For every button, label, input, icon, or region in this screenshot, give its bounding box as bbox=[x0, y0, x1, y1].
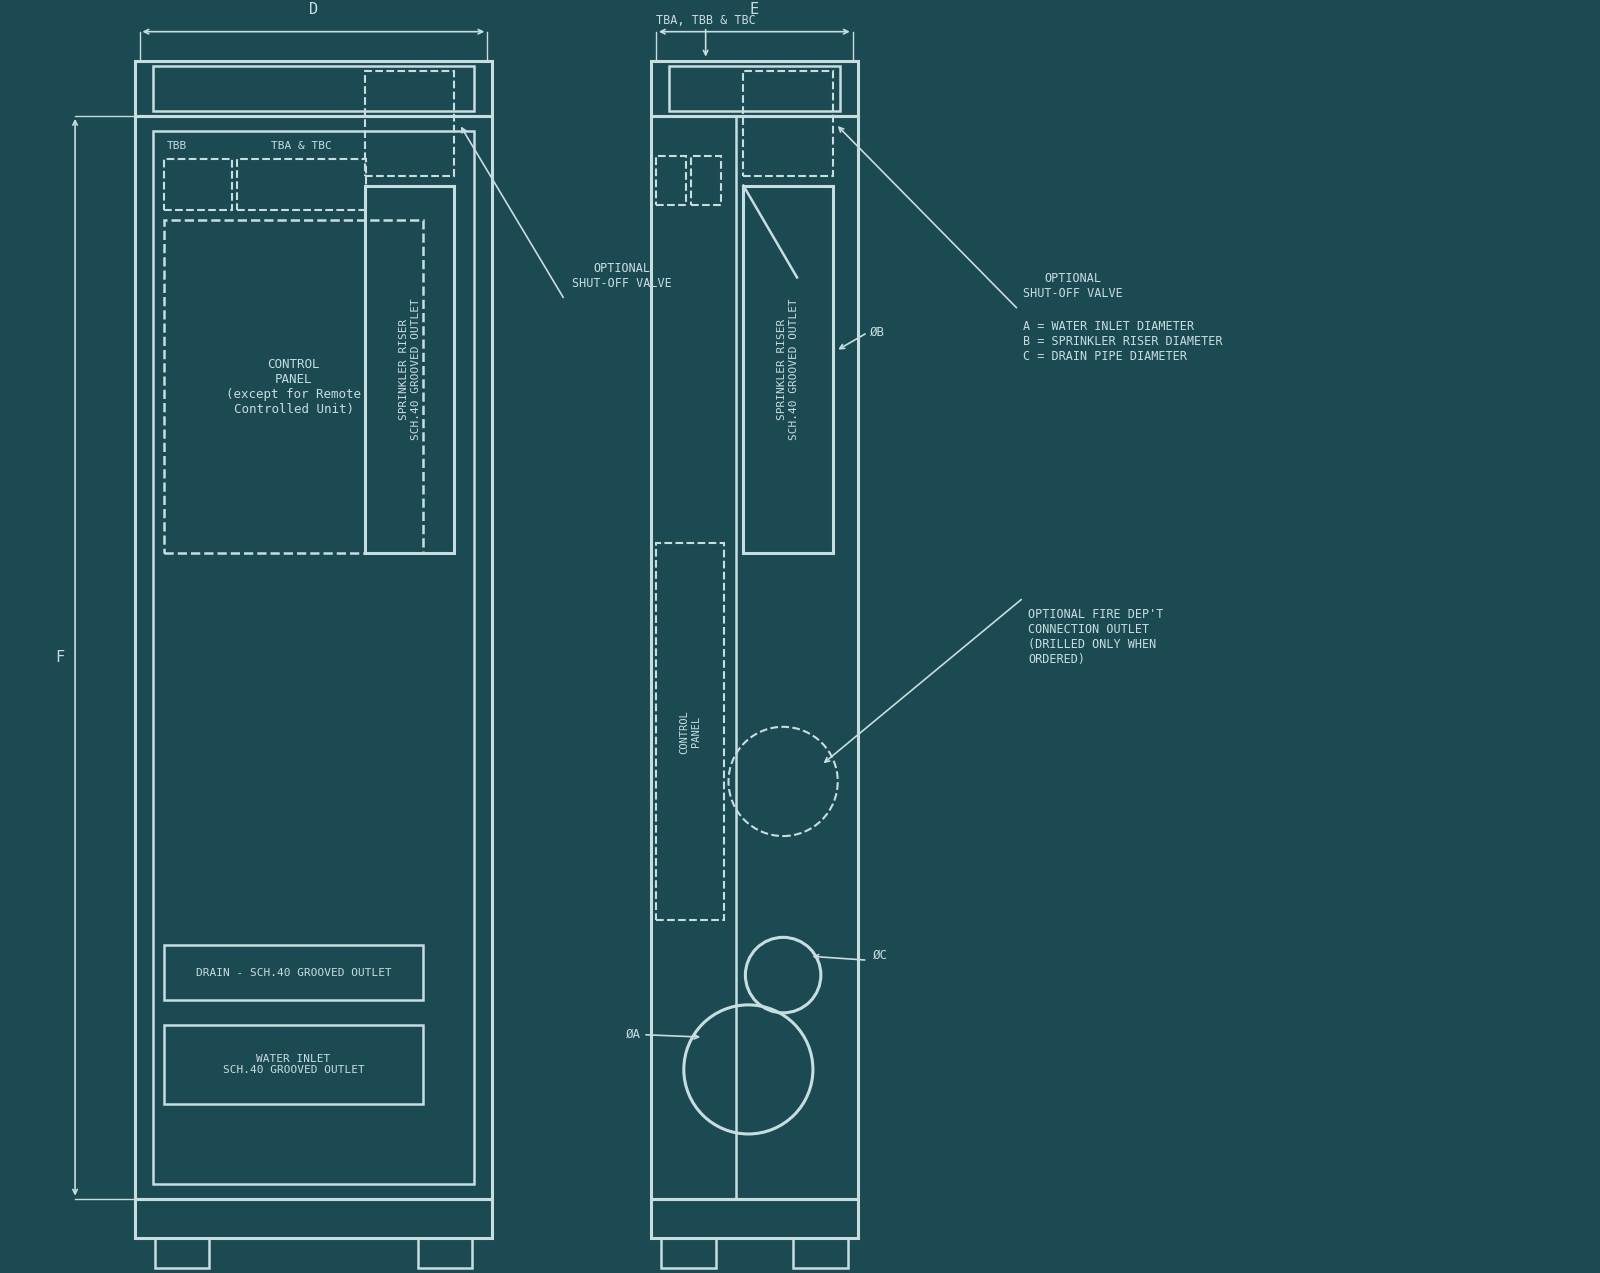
Bar bbox=[165, 1025, 422, 1104]
Bar bbox=[152, 131, 474, 1184]
Text: CONTROL
PANEL: CONTROL PANEL bbox=[678, 710, 701, 754]
Text: OPTIONAL
SHUT-OFF VALVE: OPTIONAL SHUT-OFF VALVE bbox=[1024, 272, 1123, 300]
Bar bbox=[744, 71, 832, 176]
Text: E: E bbox=[750, 1, 758, 17]
Bar bbox=[691, 155, 720, 205]
Bar bbox=[155, 1239, 210, 1268]
Bar bbox=[656, 155, 686, 205]
Bar bbox=[134, 1198, 493, 1239]
Text: ØA: ØA bbox=[626, 1029, 642, 1041]
Bar bbox=[134, 61, 493, 116]
Text: F: F bbox=[56, 649, 64, 665]
Text: ØB: ØB bbox=[869, 326, 885, 339]
Bar bbox=[794, 1239, 848, 1268]
Bar bbox=[365, 186, 454, 552]
Bar bbox=[152, 66, 474, 111]
Bar bbox=[651, 116, 736, 1198]
Bar bbox=[656, 544, 723, 920]
Text: D: D bbox=[309, 1, 318, 17]
Text: SPRINKLER RISER
SCH.40 GROOVED OUTLET: SPRINKLER RISER SCH.40 GROOVED OUTLET bbox=[398, 298, 421, 440]
Text: WATER INLET
SCH.40 GROOVED OUTLET: WATER INLET SCH.40 GROOVED OUTLET bbox=[222, 1054, 365, 1076]
Text: OPTIONAL
SHUT-OFF VALVE: OPTIONAL SHUT-OFF VALVE bbox=[571, 262, 672, 290]
Bar bbox=[165, 220, 422, 552]
Bar bbox=[661, 1239, 715, 1268]
Bar bbox=[651, 116, 858, 1198]
Bar bbox=[237, 159, 366, 210]
Text: TBA & TBC: TBA & TBC bbox=[270, 141, 331, 150]
Bar bbox=[165, 946, 422, 999]
Text: A = WATER INLET DIAMETER
B = SPRINKLER RISER DIAMETER
C = DRAIN PIPE DIAMETER: A = WATER INLET DIAMETER B = SPRINKLER R… bbox=[1024, 320, 1222, 363]
Bar bbox=[651, 61, 858, 116]
Bar bbox=[134, 116, 493, 1198]
Text: TBA, TBB & TBC: TBA, TBB & TBC bbox=[656, 14, 755, 27]
Bar bbox=[418, 1239, 472, 1268]
Text: TBB: TBB bbox=[166, 141, 187, 150]
Text: SPRINKLER RISER
SCH.40 GROOVED OUTLET: SPRINKLER RISER SCH.40 GROOVED OUTLET bbox=[778, 298, 798, 440]
Text: DRAIN - SCH.40 GROOVED OUTLET: DRAIN - SCH.40 GROOVED OUTLET bbox=[195, 967, 392, 978]
Text: OPTIONAL FIRE DEP'T
CONNECTION OUTLET
(DRILLED ONLY WHEN
ORDERED): OPTIONAL FIRE DEP'T CONNECTION OUTLET (D… bbox=[1029, 607, 1163, 666]
Text: CONTROL
PANEL
(except for Remote
Controlled Unit): CONTROL PANEL (except for Remote Control… bbox=[226, 358, 362, 416]
Bar bbox=[365, 71, 454, 176]
Text: ØC: ØC bbox=[872, 948, 888, 961]
Bar bbox=[165, 159, 232, 210]
Bar bbox=[651, 1198, 858, 1239]
Bar bbox=[744, 186, 832, 552]
Bar bbox=[669, 66, 840, 111]
